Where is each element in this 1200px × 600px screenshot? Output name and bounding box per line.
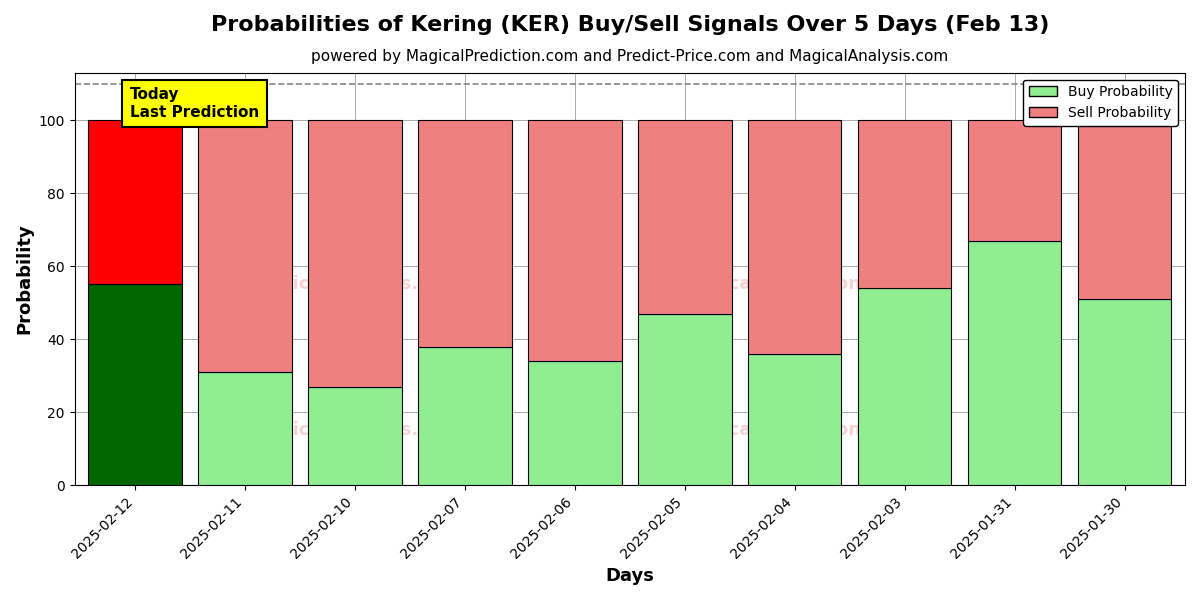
Bar (1078, 299, 1171, 485)
Bar (308, 120, 402, 386)
Y-axis label: Probability: Probability (16, 224, 34, 334)
Bar (198, 372, 292, 485)
Bar (748, 354, 841, 485)
Bar (968, 241, 1061, 485)
Bar (858, 288, 952, 485)
Bar (89, 284, 182, 485)
Bar (89, 120, 182, 284)
Bar (419, 120, 511, 347)
X-axis label: Days: Days (605, 567, 654, 585)
Title: Probabilities of Kering (KER) Buy/Sell Signals Over 5 Days (Feb 13): Probabilities of Kering (KER) Buy/Sell S… (211, 15, 1049, 35)
Bar (638, 314, 732, 485)
Bar (968, 120, 1061, 241)
Bar (1078, 120, 1171, 299)
Bar (748, 120, 841, 354)
Bar (528, 361, 622, 485)
Bar (198, 120, 292, 372)
Bar (638, 120, 732, 314)
Text: powered by MagicalPrediction.com and Predict-Price.com and MagicalAnalysis.com: powered by MagicalPrediction.com and Pre… (311, 49, 948, 64)
Bar (528, 120, 622, 361)
Bar (858, 120, 952, 288)
Bar (308, 386, 402, 485)
Legend: Buy Probability, Sell Probability: Buy Probability, Sell Probability (1024, 80, 1178, 125)
Text: MagicalPrediction.com: MagicalPrediction.com (680, 275, 910, 293)
Bar (419, 347, 511, 485)
Text: Today
Last Prediction: Today Last Prediction (130, 87, 259, 119)
Text: MagicalPrediction.com: MagicalPrediction.com (680, 421, 910, 439)
Text: MagicalAnalysis.com: MagicalAnalysis.com (250, 275, 460, 293)
Text: MagicalAnalysis.com: MagicalAnalysis.com (250, 421, 460, 439)
